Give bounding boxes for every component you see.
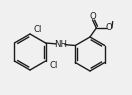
Text: NH: NH <box>54 40 67 49</box>
Text: O: O <box>89 12 96 21</box>
Text: O: O <box>106 23 113 32</box>
Text: Cl: Cl <box>34 25 42 34</box>
Text: Cl: Cl <box>50 61 58 70</box>
